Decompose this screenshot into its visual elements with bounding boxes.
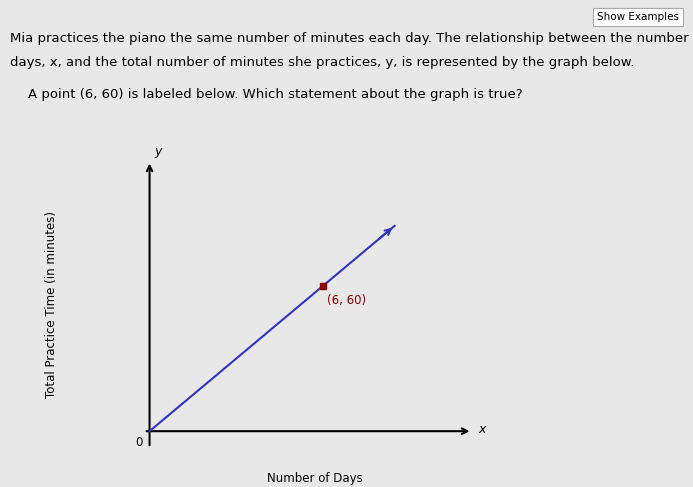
Text: Number of Days: Number of Days [267, 471, 363, 485]
Text: A point (6, 60) is labeled below. Which statement about the graph is true?: A point (6, 60) is labeled below. Which … [28, 88, 523, 101]
Text: Total Practice Time (in minutes): Total Practice Time (in minutes) [46, 211, 58, 398]
Text: (6, 60): (6, 60) [327, 294, 366, 306]
Text: Mia practices the piano the same number of minutes each day. The relationship be: Mia practices the piano the same number … [10, 32, 693, 45]
Text: x: x [478, 424, 486, 436]
Text: Show Examples: Show Examples [597, 12, 679, 22]
Text: y: y [154, 145, 161, 158]
Text: 0: 0 [135, 436, 142, 449]
Text: days, x, and the total number of minutes she practices, y, is represented by the: days, x, and the total number of minutes… [10, 56, 635, 69]
